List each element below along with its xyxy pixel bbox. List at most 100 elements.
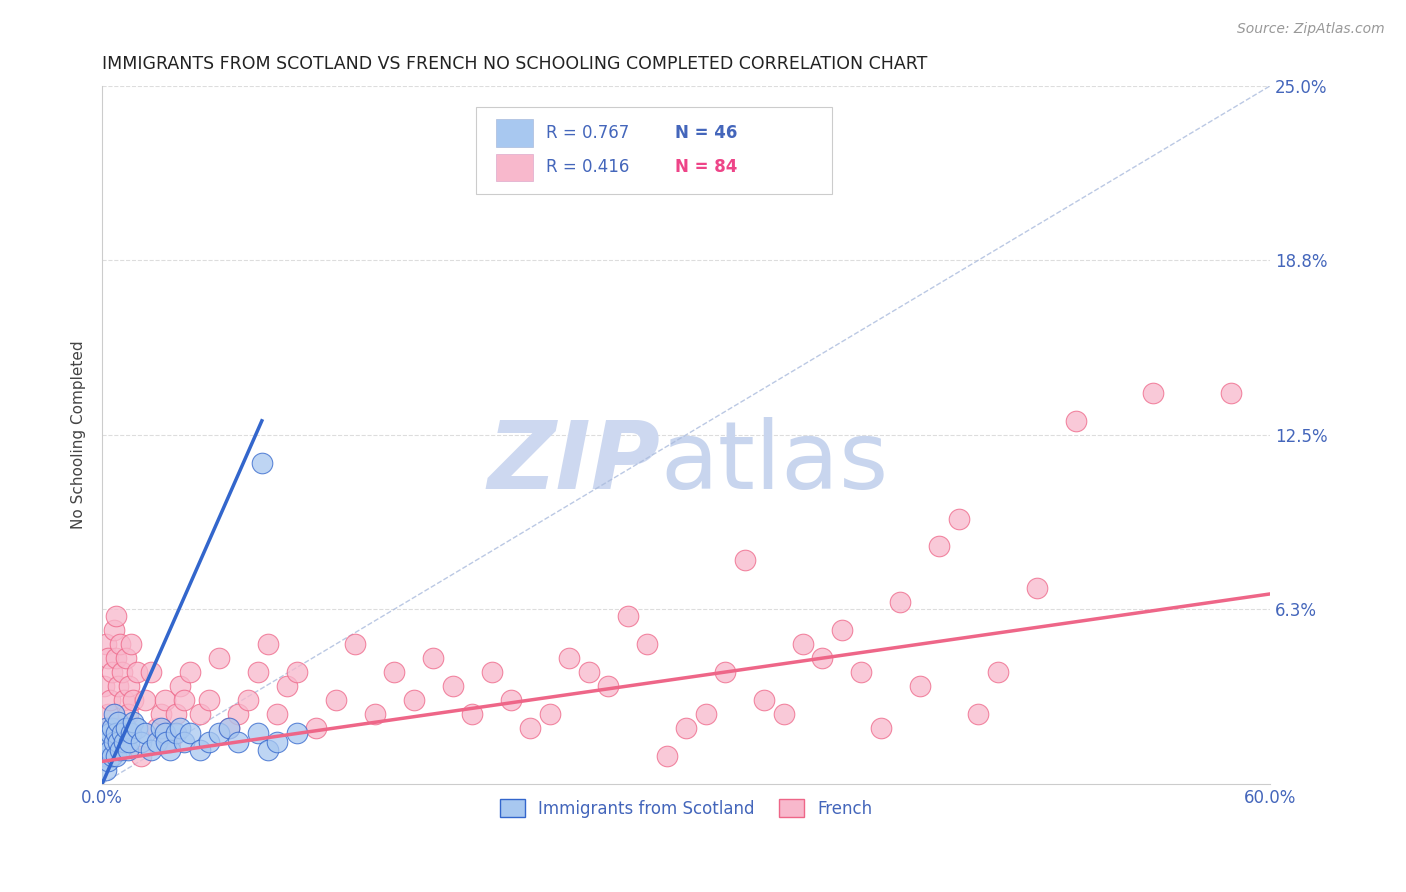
Point <box>122 693 145 707</box>
Point <box>948 511 970 525</box>
Point <box>238 693 260 707</box>
Point <box>103 735 125 749</box>
Legend: Immigrants from Scotland, French: Immigrants from Scotland, French <box>494 793 880 824</box>
Point <box>101 665 124 679</box>
Point <box>266 706 288 721</box>
Point <box>695 706 717 721</box>
Point <box>188 706 211 721</box>
Point <box>772 706 794 721</box>
Point <box>101 721 124 735</box>
Point <box>752 693 775 707</box>
Point <box>94 721 117 735</box>
Point <box>98 726 121 740</box>
Point <box>114 651 136 665</box>
Point <box>107 715 129 730</box>
Point <box>173 693 195 707</box>
Point <box>831 623 853 637</box>
Point <box>228 735 250 749</box>
Point <box>519 721 541 735</box>
Point <box>382 665 405 679</box>
Point <box>734 553 756 567</box>
Point <box>108 743 131 757</box>
Y-axis label: No Schooling Completed: No Schooling Completed <box>72 341 86 529</box>
Point <box>655 748 678 763</box>
Point <box>108 637 131 651</box>
Point <box>617 609 640 624</box>
Point <box>94 763 117 777</box>
Point <box>246 726 269 740</box>
Text: R = 0.416: R = 0.416 <box>546 159 630 177</box>
Point <box>165 726 187 740</box>
Point <box>114 721 136 735</box>
Point <box>111 726 134 740</box>
Point <box>305 721 328 735</box>
Point <box>159 735 181 749</box>
FancyBboxPatch shape <box>496 119 533 146</box>
Point <box>208 726 231 740</box>
Point <box>117 743 139 757</box>
Point <box>149 706 172 721</box>
Point <box>111 665 134 679</box>
Point <box>173 735 195 749</box>
Point <box>107 679 129 693</box>
Text: ZIP: ZIP <box>488 417 661 508</box>
Point <box>266 735 288 749</box>
Point <box>811 651 834 665</box>
Text: IMMIGRANTS FROM SCOTLAND VS FRENCH NO SCHOOLING COMPLETED CORRELATION CHART: IMMIGRANTS FROM SCOTLAND VS FRENCH NO SC… <box>103 55 928 73</box>
Point <box>1064 414 1087 428</box>
Point <box>134 726 156 740</box>
Point <box>145 735 167 749</box>
Point <box>364 706 387 721</box>
Point <box>118 679 141 693</box>
Point <box>97 735 120 749</box>
FancyBboxPatch shape <box>477 107 832 194</box>
Point <box>967 706 990 721</box>
Point <box>103 706 125 721</box>
Point <box>1220 385 1243 400</box>
Point <box>165 706 187 721</box>
Point <box>285 665 308 679</box>
Text: atlas: atlas <box>661 417 889 508</box>
FancyBboxPatch shape <box>496 153 533 181</box>
Point <box>153 693 176 707</box>
Point <box>107 735 129 749</box>
Point <box>851 665 873 679</box>
Point <box>104 748 127 763</box>
Point <box>179 726 201 740</box>
Point <box>538 706 561 721</box>
Point <box>103 623 125 637</box>
Point <box>558 651 581 665</box>
Point <box>276 679 298 693</box>
Text: N = 46: N = 46 <box>675 124 737 142</box>
Point <box>256 743 278 757</box>
Point <box>218 721 240 735</box>
Point <box>122 715 145 730</box>
Point <box>129 748 152 763</box>
Point <box>246 665 269 679</box>
Point <box>198 735 221 749</box>
Point <box>153 726 176 740</box>
Point <box>987 665 1010 679</box>
Point <box>97 755 120 769</box>
Point <box>481 665 503 679</box>
Point <box>98 693 121 707</box>
Point <box>120 726 142 740</box>
Point <box>889 595 911 609</box>
Point <box>98 743 121 757</box>
Point <box>169 679 191 693</box>
Point <box>908 679 931 693</box>
Point <box>499 693 522 707</box>
Point <box>578 665 600 679</box>
Point <box>1142 385 1164 400</box>
Point <box>127 721 149 735</box>
Point <box>159 743 181 757</box>
Point <box>117 706 139 721</box>
Point <box>103 735 125 749</box>
Point <box>792 637 814 651</box>
Point <box>169 721 191 735</box>
Point <box>198 693 221 707</box>
Point <box>228 706 250 721</box>
Point <box>93 748 115 763</box>
Point <box>285 726 308 740</box>
Text: N = 84: N = 84 <box>675 159 737 177</box>
